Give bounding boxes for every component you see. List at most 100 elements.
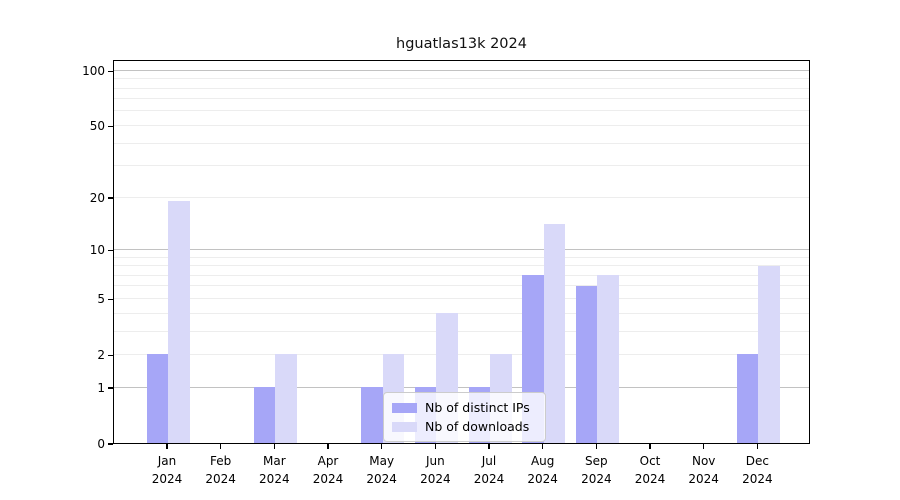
x-tick-mark-nov <box>703 444 705 449</box>
y-tick-mark-50 <box>108 125 113 127</box>
legend-label-distinct-ips: Nb of distinct IPs <box>425 400 530 415</box>
x-tick-month-jan: Jan <box>157 454 177 468</box>
x-tick-mark-feb <box>220 444 222 449</box>
gridline-minor-2 <box>114 353 809 355</box>
x-tick-label-aug: Aug 2024 <box>511 452 575 488</box>
x-tick-year-jun: 2024 <box>420 472 451 486</box>
y-tick-mark-0 <box>108 443 113 445</box>
chart-title: hguatlas13k 2024 <box>396 36 527 52</box>
x-tick-year-dec: 2024 <box>742 472 773 486</box>
x-tick-year-sep: 2024 <box>581 472 612 486</box>
x-tick-mark-sep <box>595 444 597 449</box>
x-tick-mark-oct <box>649 444 651 449</box>
x-tick-month-jul: Jul <box>481 454 497 468</box>
y-tick-mark-2 <box>108 354 113 356</box>
x-tick-mark-dec <box>756 444 758 449</box>
y-tick-mark-100 <box>108 70 113 72</box>
x-tick-label-apr: Apr 2024 <box>296 452 360 488</box>
gridline-minor-30 <box>114 165 809 167</box>
x-tick-month-feb: Feb <box>210 454 232 468</box>
y-tick-label-50: 50 <box>89 119 105 134</box>
x-tick-label-feb: Feb 2024 <box>189 452 253 488</box>
x-tick-mark-jun <box>434 444 436 449</box>
gridline-major-10 <box>114 248 809 250</box>
x-tick-month-aug: Aug <box>530 454 555 468</box>
x-tick-month-sep: Sep <box>585 454 608 468</box>
x-tick-year-jan: 2024 <box>151 472 183 486</box>
gridline-minor-40 <box>114 142 809 144</box>
x-tick-label-mar: Mar 2024 <box>242 452 306 488</box>
legend-row-downloads: Nb of downloads <box>392 417 537 436</box>
x-tick-year-jul: 2024 <box>473 472 505 486</box>
x-tick-month-dec: Dec <box>745 454 769 468</box>
x-tick-label-sep: Sep 2024 <box>564 452 628 488</box>
bar-distinct-ips-mar <box>253 387 276 443</box>
x-tick-year-nov: 2024 <box>688 472 719 486</box>
bar-distinct-ips-may <box>361 387 383 443</box>
x-tick-mark-jul <box>488 444 490 449</box>
bar-distinct-ips-sep <box>575 285 598 443</box>
x-tick-label-oct: Oct 2024 <box>618 452 682 488</box>
legend-row-distinct-ips: Nb of distinct IPs <box>392 398 537 417</box>
gridline-minor-7 <box>114 274 809 276</box>
x-tick-label-jun: Jun 2024 <box>403 452 467 488</box>
y-tick-label-10: 10 <box>89 243 105 258</box>
gridline-minor-20 <box>114 196 809 198</box>
x-tick-label-may: May 2024 <box>350 452 414 488</box>
y-tick-mark-1 <box>108 387 113 389</box>
legend-label-downloads: Nb of downloads <box>425 419 530 434</box>
gridline-major-100 <box>114 69 809 71</box>
x-tick-month-mar: Mar <box>263 454 286 468</box>
y-tick-label-20: 20 <box>89 191 105 206</box>
x-tick-mark-may <box>381 444 383 449</box>
x-tick-year-feb: 2024 <box>205 472 236 486</box>
x-tick-label-jan: Jan 2024 <box>135 452 199 488</box>
x-tick-label-jul: Jul 2024 <box>457 452 521 488</box>
gridline-minor-50 <box>114 124 809 126</box>
y-tick-label-5: 5 <box>97 292 105 307</box>
x-tick-mark-jan <box>166 444 168 449</box>
bar-downloads-jan <box>168 201 190 443</box>
bar-downloads-dec <box>758 265 780 443</box>
x-tick-label-nov: Nov 2024 <box>672 452 736 488</box>
x-tick-month-oct: Oct <box>639 454 661 468</box>
x-tick-mark-mar <box>273 444 275 449</box>
gridline-minor-60 <box>114 110 809 112</box>
legend-swatch-distinct-ips <box>392 402 417 413</box>
y-tick-label-1: 1 <box>97 381 105 395</box>
x-tick-year-oct: 2024 <box>634 472 666 486</box>
x-tick-label-dec: Dec 2024 <box>725 452 789 488</box>
plot-area: Nb of distinct IPs Nb of downloads <box>113 60 810 444</box>
x-tick-year-aug: 2024 <box>527 472 558 486</box>
x-tick-year-may: 2024 <box>366 472 397 486</box>
x-tick-month-may: May <box>369 454 395 468</box>
bar-distinct-ips-jan <box>146 354 168 443</box>
bar-distinct-ips-dec <box>736 354 759 443</box>
bar-downloads-sep <box>597 275 619 443</box>
x-tick-mark-apr <box>327 444 329 449</box>
x-tick-year-mar: 2024 <box>259 472 290 486</box>
y-tick-mark-10 <box>108 249 113 251</box>
gridline-minor-80 <box>114 87 809 89</box>
y-tick-mark-20 <box>108 197 113 199</box>
gridline-minor-5 <box>114 297 809 299</box>
y-tick-label-100: 100 <box>82 64 105 79</box>
y-tick-label-2: 2 <box>97 348 105 363</box>
legend: Nb of distinct IPs Nb of downloads <box>383 392 546 442</box>
gridline-minor-90 <box>114 78 809 80</box>
y-tick-label-0: 0 <box>97 437 105 451</box>
gridline-minor-9 <box>114 256 809 258</box>
gridline-minor-3 <box>114 330 809 332</box>
gridline-major-1 <box>114 386 809 388</box>
y-tick-mark-5 <box>108 298 113 300</box>
gridline-minor-8 <box>114 265 809 267</box>
legend-swatch-downloads <box>392 421 417 432</box>
gridline-minor-4 <box>114 312 809 314</box>
bar-downloads-mar <box>275 354 297 443</box>
x-tick-mark-aug <box>542 444 544 449</box>
x-tick-month-jun: Jun <box>425 454 445 468</box>
x-tick-month-apr: Apr <box>317 454 339 468</box>
x-tick-month-nov: Nov <box>691 454 716 468</box>
x-tick-year-apr: 2024 <box>312 472 344 486</box>
